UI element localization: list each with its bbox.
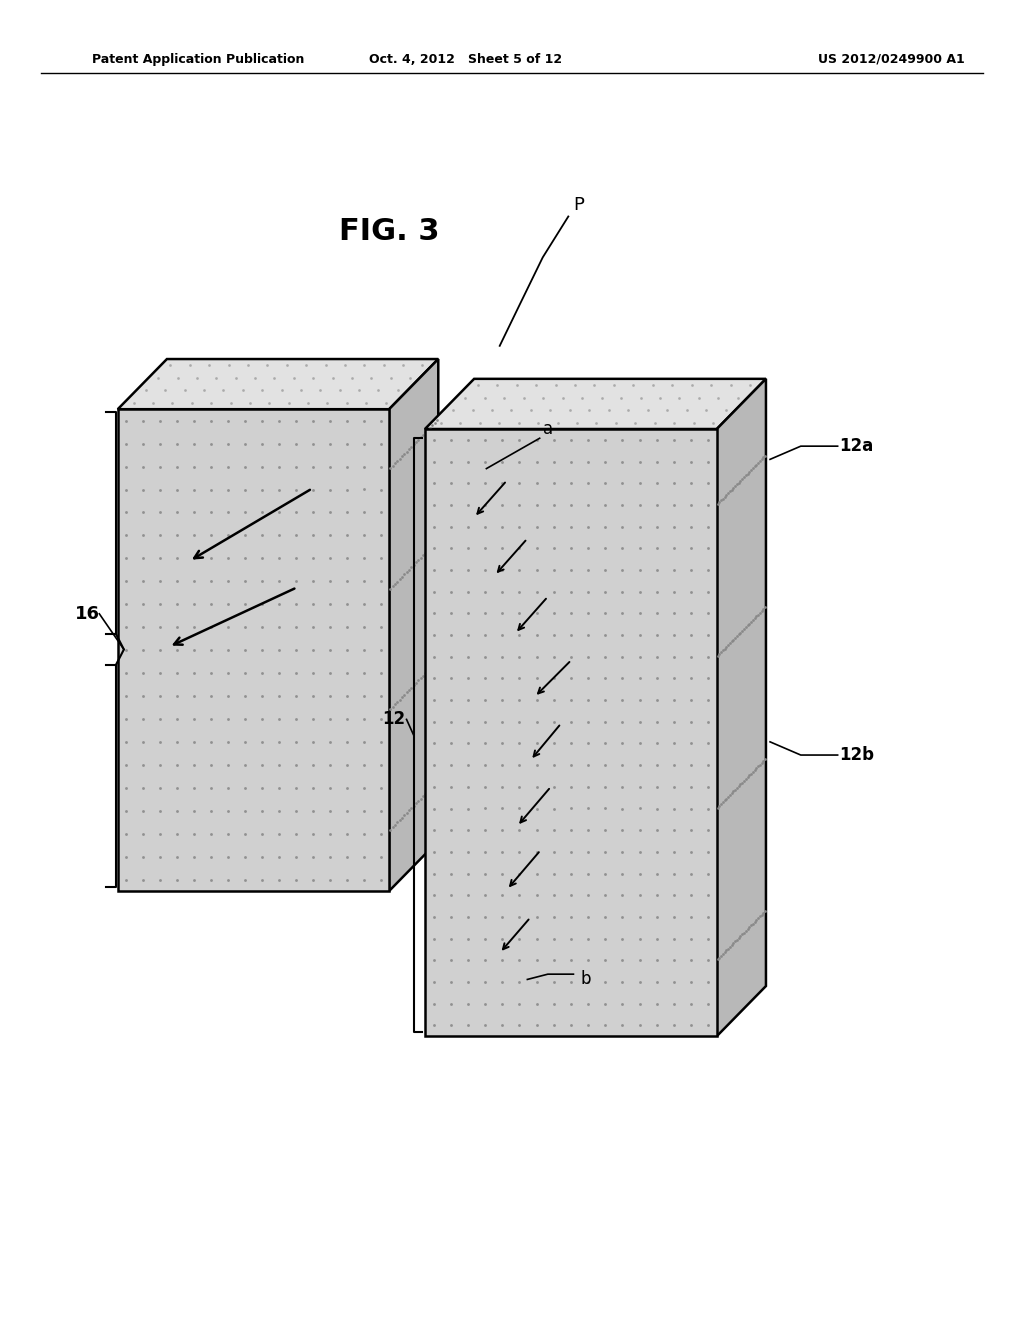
Text: FIG. 3: FIG. 3 [339, 216, 439, 246]
Polygon shape [425, 379, 766, 429]
Text: Oct. 4, 2012   Sheet 5 of 12: Oct. 4, 2012 Sheet 5 of 12 [370, 53, 562, 66]
Text: Patent Application Publication: Patent Application Publication [92, 53, 304, 66]
Polygon shape [118, 409, 389, 891]
Polygon shape [389, 359, 438, 891]
Text: US 2012/0249900 A1: US 2012/0249900 A1 [817, 53, 965, 66]
Polygon shape [425, 429, 717, 1036]
Text: 12a: 12a [840, 437, 873, 455]
Text: b: b [581, 970, 591, 989]
Text: 12: 12 [383, 710, 406, 729]
Polygon shape [118, 359, 438, 409]
Text: 12b: 12b [840, 746, 874, 764]
Text: a: a [543, 420, 553, 438]
Text: P: P [573, 195, 584, 214]
Polygon shape [717, 379, 766, 1036]
Text: 16: 16 [75, 605, 99, 623]
